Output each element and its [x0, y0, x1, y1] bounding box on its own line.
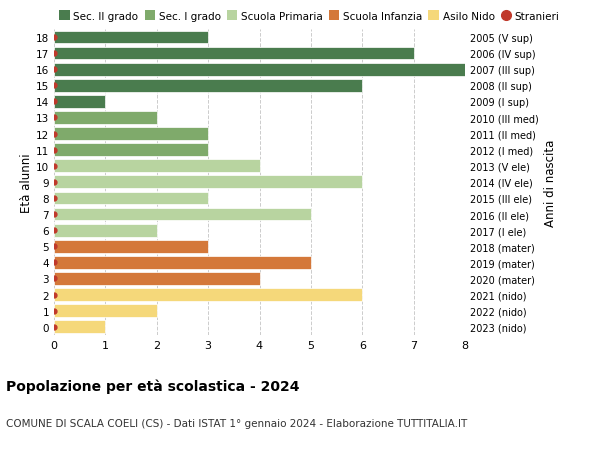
- Bar: [54, 192, 208, 205]
- Bar: [54, 47, 413, 60]
- Bar: [54, 240, 208, 253]
- Bar: [54, 80, 362, 92]
- Bar: [54, 272, 260, 285]
- Bar: [54, 160, 260, 173]
- Bar: [54, 112, 157, 124]
- Bar: [54, 144, 208, 157]
- Bar: [54, 256, 311, 269]
- Bar: [54, 288, 362, 301]
- Bar: [54, 96, 106, 109]
- Legend: Sec. II grado, Sec. I grado, Scuola Primaria, Scuola Infanzia, Asilo Nido, Stran: Sec. II grado, Sec. I grado, Scuola Prim…: [59, 11, 560, 22]
- Y-axis label: Anni di nascita: Anni di nascita: [544, 139, 557, 226]
- Bar: [54, 31, 208, 44]
- Bar: [54, 224, 157, 237]
- Bar: [54, 305, 157, 318]
- Text: COMUNE DI SCALA COELI (CS) - Dati ISTAT 1° gennaio 2024 - Elaborazione TUTTITALI: COMUNE DI SCALA COELI (CS) - Dati ISTAT …: [6, 418, 467, 428]
- Y-axis label: Età alunni: Età alunni: [20, 153, 33, 212]
- Bar: [54, 128, 208, 140]
- Text: Popolazione per età scolastica - 2024: Popolazione per età scolastica - 2024: [6, 379, 299, 393]
- Bar: [54, 208, 311, 221]
- Bar: [54, 320, 106, 333]
- Bar: [54, 176, 362, 189]
- Bar: [54, 63, 465, 76]
